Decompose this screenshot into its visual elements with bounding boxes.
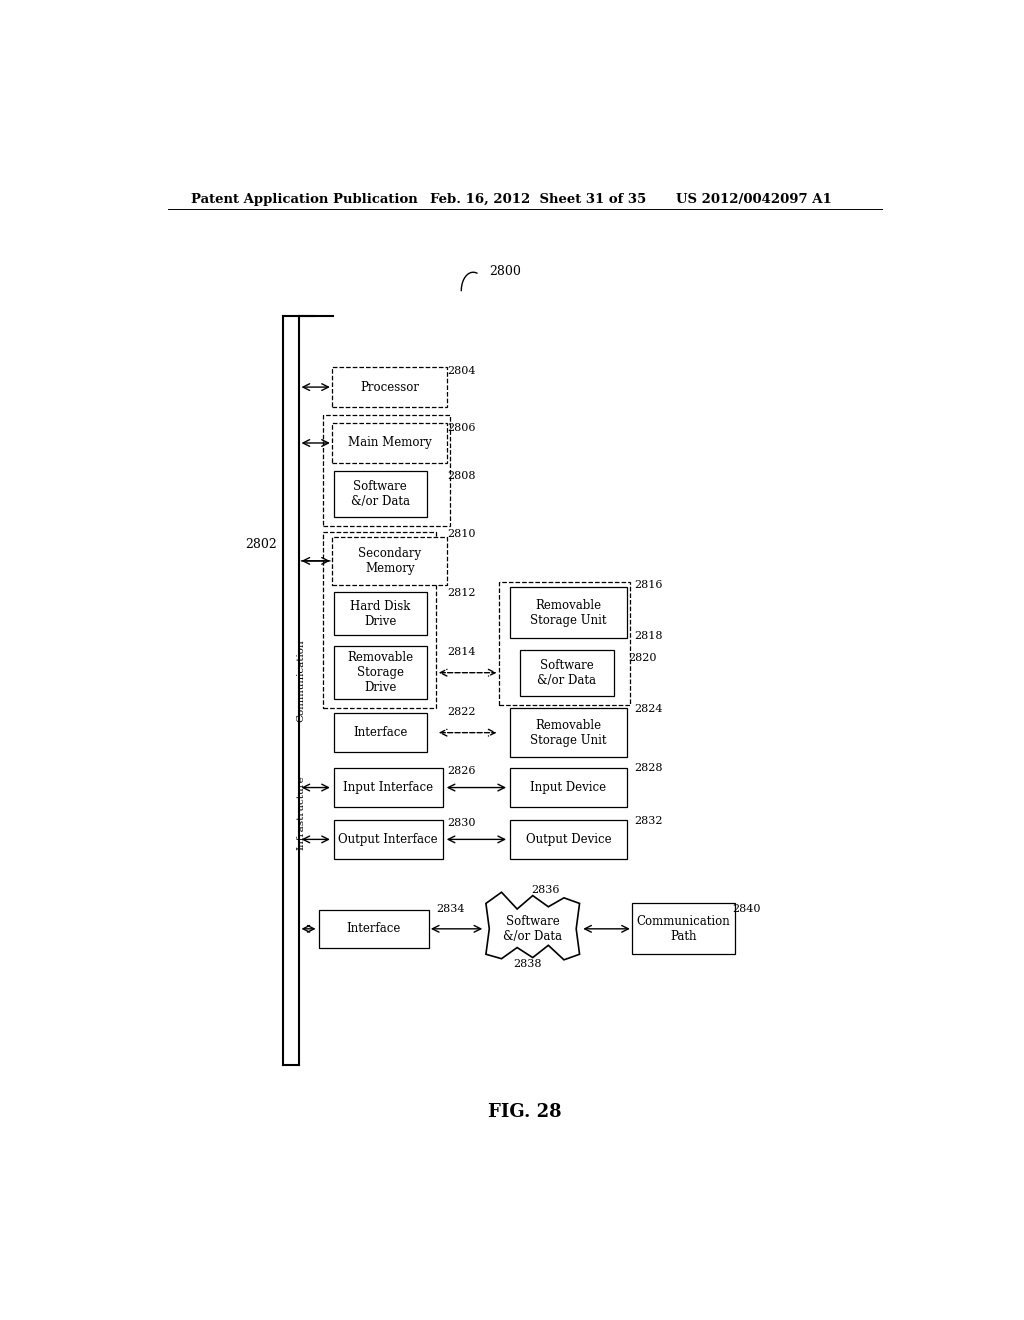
Text: Input Device: Input Device [530,781,606,795]
Text: 2816: 2816 [634,581,663,590]
Text: 2808: 2808 [447,470,475,480]
FancyBboxPatch shape [510,768,627,807]
FancyBboxPatch shape [520,649,613,696]
Text: 2830: 2830 [447,818,475,828]
FancyBboxPatch shape [334,593,427,635]
Text: US 2012/0042097 A1: US 2012/0042097 A1 [676,193,831,206]
Text: Secondary
Memory: Secondary Memory [358,546,422,576]
FancyBboxPatch shape [632,903,735,954]
Text: 2800: 2800 [489,265,521,279]
Text: Patent Application Publication: Patent Application Publication [191,193,418,206]
Text: 2836: 2836 [531,886,560,895]
Text: 2824: 2824 [634,705,663,714]
Text: 2834: 2834 [436,903,465,913]
Text: 2832: 2832 [634,816,663,826]
Text: 2840: 2840 [733,903,761,913]
Text: Communication: Communication [297,639,305,722]
FancyBboxPatch shape [334,471,427,516]
FancyBboxPatch shape [333,536,447,585]
Text: FIG. 28: FIG. 28 [488,1102,561,1121]
FancyBboxPatch shape [510,820,627,859]
Text: Feb. 16, 2012  Sheet 31 of 35: Feb. 16, 2012 Sheet 31 of 35 [430,193,646,206]
FancyBboxPatch shape [334,647,427,700]
FancyBboxPatch shape [334,713,427,752]
FancyBboxPatch shape [334,820,443,859]
Text: Removable
Storage
Drive: Removable Storage Drive [347,651,414,694]
Polygon shape [486,892,580,960]
Text: 2802: 2802 [246,539,278,552]
Text: Software
&/or Data: Software &/or Data [351,479,410,508]
Text: 2828: 2828 [634,763,663,774]
Text: 2818: 2818 [634,631,663,642]
Text: Main Memory: Main Memory [348,437,432,450]
Text: Interface: Interface [347,923,401,936]
FancyBboxPatch shape [334,768,443,807]
FancyBboxPatch shape [333,422,447,463]
Text: 2838: 2838 [513,960,542,969]
Text: Hard Disk
Drive: Hard Disk Drive [350,599,411,628]
Text: Interface: Interface [353,726,408,739]
Text: 2814: 2814 [447,647,475,657]
FancyBboxPatch shape [333,367,447,408]
FancyBboxPatch shape [510,587,627,638]
Text: Removable
Storage Unit: Removable Storage Unit [530,599,606,627]
Text: 2812: 2812 [447,589,475,598]
Text: Infrastructure: Infrastructure [297,775,305,850]
Text: Output Interface: Output Interface [339,833,438,846]
Text: 2806: 2806 [447,422,475,433]
FancyBboxPatch shape [510,709,627,758]
FancyBboxPatch shape [319,909,429,948]
Text: 2820: 2820 [628,653,656,664]
Text: Software
&/or Data: Software &/or Data [538,659,596,686]
Text: 2804: 2804 [447,366,475,376]
Text: Output Device: Output Device [525,833,611,846]
Text: Processor: Processor [360,380,420,393]
Text: 2810: 2810 [447,529,475,540]
Text: 2822: 2822 [447,708,475,717]
Text: Software
&/or Data: Software &/or Data [503,915,562,942]
Text: Removable
Storage Unit: Removable Storage Unit [530,718,606,747]
Text: Communication
Path: Communication Path [637,915,730,942]
Text: Input Interface: Input Interface [343,781,433,795]
Text: 2826: 2826 [447,767,475,776]
